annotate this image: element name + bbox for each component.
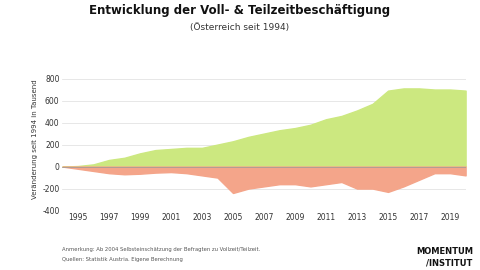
Text: Anmerkung: Ab 2004 Selbsteinschätzung der Befragten zu Vollzeit/Teilzeit.: Anmerkung: Ab 2004 Selbsteinschätzung de… <box>62 247 261 252</box>
Legend: Vollzeit, Teilzeit: Vollzeit, Teilzeit <box>222 269 306 270</box>
Text: /INSTITUT: /INSTITUT <box>426 259 473 268</box>
Text: Quellen: Statistik Austria. Eigene Berechnung: Quellen: Statistik Austria. Eigene Berec… <box>62 257 183 262</box>
Text: Entwicklung der Voll- & Teilzeitbeschäftigung: Entwicklung der Voll- & Teilzeitbeschäft… <box>89 4 391 17</box>
Text: MOMENTUM: MOMENTUM <box>416 247 473 256</box>
Y-axis label: Veränderung seit 1994 in Tausend: Veränderung seit 1994 in Tausend <box>32 79 38 199</box>
Text: (Österreich seit 1994): (Österreich seit 1994) <box>191 23 289 32</box>
